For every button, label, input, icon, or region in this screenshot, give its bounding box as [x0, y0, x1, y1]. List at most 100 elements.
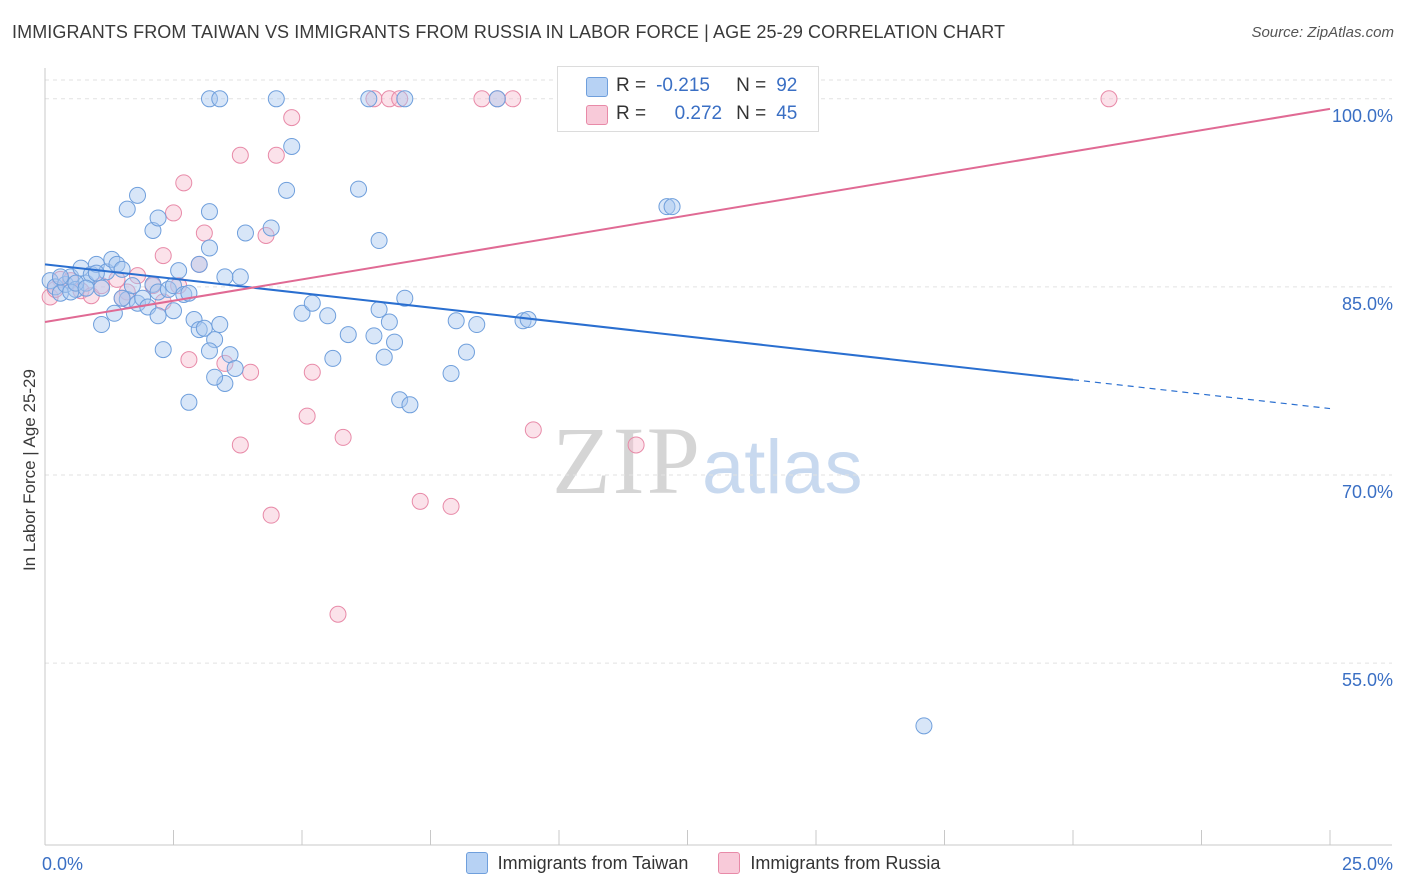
russia-r-value: 0.272 [674, 103, 723, 124]
y-tick-label: 85.0% [1342, 294, 1393, 314]
taiwan-point [278, 181, 296, 199]
taiwan-point [262, 219, 280, 237]
taiwan-point [391, 391, 409, 409]
correlation-legend: R = -0.215 N = 92 R = 0.272 N = 45 [557, 66, 819, 132]
russia-point [262, 506, 280, 524]
russia-point [154, 247, 172, 265]
chart-title: IMMIGRANTS FROM TAIWAN VS IMMIGRANTS FRO… [12, 22, 1006, 42]
russia-point [216, 354, 234, 372]
taiwan-point [123, 277, 141, 295]
taiwan-point [365, 327, 383, 345]
legend-label-taiwan: Immigrants from Taiwan [497, 852, 689, 873]
tick-labels: 55.0% 70.0% 85.0% 100.0% 0.0% 25.0% [42, 106, 1393, 874]
taiwan-point [319, 307, 337, 325]
taiwan-point [77, 274, 95, 292]
taiwan-points [41, 90, 933, 735]
taiwan-n-value: 92 [776, 75, 798, 96]
taiwan-point [324, 349, 342, 367]
taiwan-point [457, 343, 475, 361]
taiwan-point [663, 198, 681, 216]
taiwan-point [93, 316, 111, 334]
taiwan-point [283, 137, 301, 155]
watermark-atlas: atlas [702, 425, 863, 510]
taiwan-point [200, 203, 218, 221]
taiwan-trend-extension [1072, 379, 1331, 410]
taiwan-point [113, 260, 131, 278]
russia-r-label: R = [616, 103, 647, 124]
taiwan-point [468, 316, 486, 334]
russia-point [195, 224, 213, 242]
taiwan-point [77, 279, 95, 297]
watermark: ZIPatlas [552, 405, 863, 516]
taiwan-point [113, 289, 131, 307]
legend-item-russia[interactable]: Immigrants from Russia [718, 852, 940, 874]
russia-n-label: N = [736, 103, 767, 124]
y-axis-label: In Labor Force | Age 25-29 [20, 369, 39, 571]
taiwan-stats-row: R = -0.215 N = 92 [616, 73, 797, 99]
russia-trend-line [44, 107, 1331, 324]
taiwan-swatch [586, 77, 608, 97]
russia-point [380, 90, 398, 108]
taiwan-point [231, 268, 249, 286]
x-tick-label-min: 0.0% [42, 854, 83, 874]
taiwan-point [51, 268, 69, 286]
taiwan-point [216, 374, 234, 392]
taiwan-point [658, 198, 676, 216]
taiwan-point [200, 239, 218, 257]
taiwan-point [211, 316, 229, 334]
axes [44, 68, 1392, 846]
taiwan-point [339, 326, 357, 344]
taiwan-point [360, 90, 378, 108]
taiwan-point [144, 221, 162, 239]
taiwan-point [105, 304, 123, 322]
taiwan-point [129, 186, 147, 204]
legend-label-russia: Immigrants from Russia [750, 852, 941, 873]
taiwan-point [236, 224, 254, 242]
taiwan-point [401, 396, 419, 414]
russia-point [242, 363, 260, 381]
russia-point [175, 174, 193, 192]
legend-swatch-russia [718, 852, 741, 874]
russia-point [524, 421, 542, 439]
taiwan-trend-line [44, 263, 1074, 381]
russia-point [298, 407, 316, 425]
taiwan-point [200, 90, 218, 108]
taiwan-point [396, 289, 414, 307]
taiwan-point [180, 393, 198, 411]
russia-point [1100, 90, 1118, 108]
source-credit: Source: ZipAtlas.com [1251, 24, 1394, 41]
taiwan-point [149, 283, 167, 301]
taiwan-point [206, 368, 224, 386]
taiwan-point [380, 313, 398, 331]
y-tick-label: 100.0% [1332, 106, 1393, 126]
trend-lines [44, 107, 1331, 410]
taiwan-point [103, 250, 121, 268]
russia-point [365, 90, 383, 108]
legend-item-taiwan[interactable]: Immigrants from Taiwan [465, 852, 689, 874]
taiwan-point [375, 348, 393, 366]
russia-point [473, 90, 491, 108]
taiwan-point [93, 279, 111, 297]
russia-point [231, 436, 249, 454]
russia-point [283, 109, 301, 127]
taiwan-point [206, 331, 224, 349]
taiwan-n-label: N = [736, 75, 767, 96]
taiwan-r-value: -0.215 [656, 75, 710, 96]
taiwan-point [267, 90, 285, 108]
taiwan-point [216, 268, 234, 286]
taiwan-point [442, 364, 460, 382]
taiwan-point [915, 717, 933, 735]
y-tick-label: 55.0% [1342, 670, 1393, 690]
taiwan-point [447, 312, 465, 330]
russia-point [411, 492, 429, 510]
russia-point [180, 351, 198, 369]
taiwan-point [118, 200, 136, 218]
taiwan-point [293, 304, 311, 322]
taiwan-point [67, 274, 85, 292]
russia-point [329, 605, 347, 623]
watermark-zip: ZIP [552, 407, 702, 514]
taiwan-r-label: R = [616, 75, 647, 96]
taiwan-point [200, 342, 218, 360]
russia-point [303, 363, 321, 381]
